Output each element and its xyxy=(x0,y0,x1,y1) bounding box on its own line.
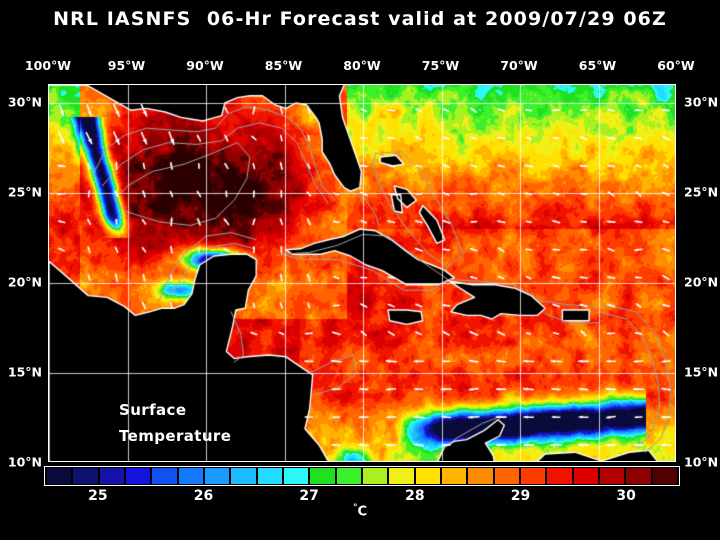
lon-tick-80W: 80°W xyxy=(343,58,381,73)
lon-tick-60W: 60°W xyxy=(657,58,695,73)
colorbar-swatch-23 xyxy=(652,468,677,484)
lon-tick-95W: 95°W xyxy=(107,58,146,73)
colorbar-tick-labels: 25 26 27 28 29 30 xyxy=(0,488,720,506)
colorbar-swatch-22 xyxy=(626,468,651,484)
colorbar-swatch-17 xyxy=(494,468,519,484)
colorbar-swatch-0 xyxy=(47,468,72,484)
colorbar-swatch-2 xyxy=(99,468,124,484)
lon-tick-65W: 65°W xyxy=(578,58,617,73)
lon-tick-70W: 70°W xyxy=(500,58,538,73)
longitude-axis: 100°W 95°W 90°W 85°W 80°W 75°W 70°W 65°W 60°W xyxy=(0,58,720,74)
colorbar-swatch-19 xyxy=(547,468,572,484)
colorbar-swatch-6 xyxy=(204,468,230,484)
colorbar-tick-26: 26 xyxy=(193,488,214,504)
page-title: NRL IASNFS 06-Hr Forecast valid at 2009/… xyxy=(53,8,667,30)
colorbar-swatch-1 xyxy=(73,468,98,484)
colorbar-tick-27: 27 xyxy=(299,488,319,504)
colorbar-swatch-15 xyxy=(441,468,467,484)
lon-tick-75W: 75°W xyxy=(421,58,460,73)
lat-tick-left-30N: 30°N xyxy=(7,94,42,110)
colorbar-swatch-11 xyxy=(336,468,361,484)
colorbar-swatch-13 xyxy=(389,468,414,484)
lat-tick-right-25N: 25°N xyxy=(684,184,719,200)
colorbar-unit-label: °C xyxy=(0,503,720,519)
colorbar-swatch-16 xyxy=(468,468,493,484)
colorbar-swatch-5 xyxy=(178,468,203,484)
lat-tick-left-10N: 10°N xyxy=(7,454,42,470)
colorbar-tick-29: 29 xyxy=(510,488,531,504)
lat-tick-left-15N: 15°N xyxy=(7,364,42,380)
colorbar-swatch-10 xyxy=(310,468,335,484)
colorbar-swatch-4 xyxy=(152,468,177,484)
colorbar-tick-28: 28 xyxy=(405,488,425,504)
colorbar-swatch-8 xyxy=(257,468,282,484)
colorbar-swatch-20 xyxy=(573,468,598,484)
colorbar-swatch-21 xyxy=(599,468,625,484)
lon-tick-85W: 85°W xyxy=(264,58,303,73)
lon-tick-90W: 90°W xyxy=(186,58,224,73)
degree-symbol: ° xyxy=(352,503,358,513)
lat-tick-right-30N: 30°N xyxy=(684,94,719,110)
lat-tick-right-20N: 20°N xyxy=(684,274,719,290)
lon-tick-100W: 100°W xyxy=(24,58,72,73)
colorbar-tick-25: 25 xyxy=(88,488,108,504)
colorbar-tick-30: 30 xyxy=(616,488,636,504)
lat-tick-right-10N: 10°N xyxy=(684,454,719,470)
colorbar-swatch-7 xyxy=(231,468,256,484)
colorbar-swatch-14 xyxy=(415,468,440,484)
lat-tick-left-20N: 20°N xyxy=(7,274,42,290)
map-plot-area[interactable]: Surface Temperature xyxy=(48,84,676,462)
colorbar-swatch-18 xyxy=(520,468,546,484)
colorbar-swatch-9 xyxy=(283,468,309,484)
lat-tick-left-25N: 25°N xyxy=(7,184,42,200)
colorbar-swatch-3 xyxy=(125,468,151,484)
unit-letter: C xyxy=(357,504,368,520)
sst-heatmap-canvas[interactable] xyxy=(49,85,675,461)
colorbar-swatch-12 xyxy=(362,468,388,484)
lat-tick-right-15N: 15°N xyxy=(684,364,719,380)
temperature-colorbar[interactable] xyxy=(44,466,680,486)
